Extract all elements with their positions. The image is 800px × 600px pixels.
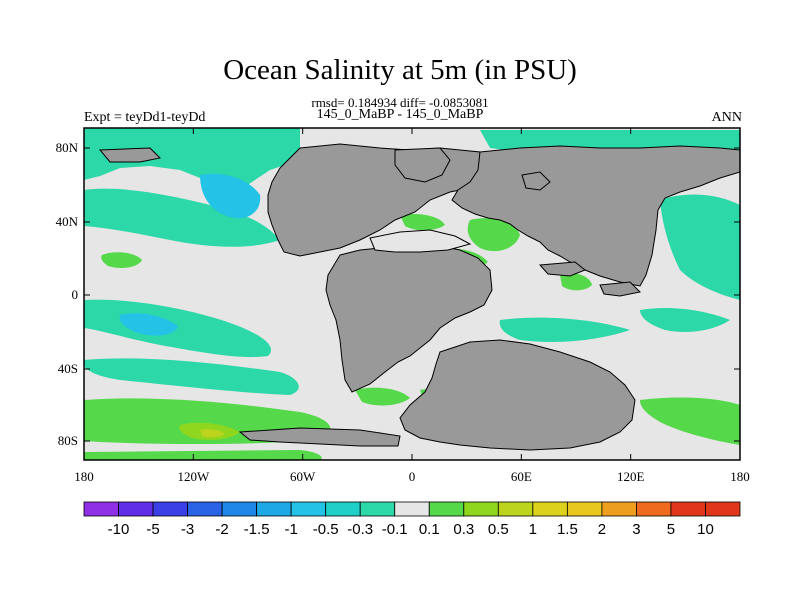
colorbar-label: 2 — [598, 521, 606, 538]
y-tick-label: 40N — [56, 214, 79, 229]
colorbar-swatch — [187, 501, 223, 517]
colorbar-label: -10 — [108, 521, 130, 538]
anomaly-patch — [560, 273, 592, 291]
experiment-label: Expt = teyDd1-teyDd — [84, 110, 206, 125]
colorbar-label: -1.5 — [244, 521, 270, 538]
colorbar-swatch — [463, 501, 499, 517]
anomaly-patch — [84, 188, 280, 247]
anomaly-patch — [640, 308, 730, 332]
season-label: ANN — [711, 110, 742, 125]
colorbar-label: -2 — [215, 521, 228, 538]
colorbar-swatch — [670, 501, 706, 517]
colorbar-swatch — [118, 501, 154, 517]
anomaly-patch — [640, 397, 740, 445]
colorbar-label: -0.1 — [382, 521, 408, 538]
colorbar-swatch — [532, 501, 568, 517]
inland-sea — [369, 229, 472, 253]
colorbar: -10 -5 -3 -2 -1.5 -1 -0.5 -0.3 -0.1 0.1 0.3 0.5 1 1.5… — [83, 501, 741, 538]
land-island — [538, 261, 586, 277]
y-tick-label: 80N — [56, 140, 79, 155]
colorbar-label: -5 — [146, 521, 159, 538]
x-tick-label: 120W — [177, 469, 210, 484]
land-greenland — [394, 147, 451, 183]
x-tick-label: 180 — [74, 469, 94, 484]
x-tick-label: 180 — [730, 469, 750, 484]
figure-title: Ocean Salinity at 5m (in PSU) — [223, 54, 577, 86]
anomaly-patch — [467, 218, 520, 252]
colorbar-swatch — [497, 501, 534, 517]
anomaly-patch — [660, 194, 740, 300]
colorbar-swatch — [428, 501, 465, 517]
map-plot-area — [84, 128, 740, 460]
anomaly-patch — [499, 317, 630, 342]
y-tick-label: 80S — [58, 433, 78, 448]
y-tick-label: 40S — [58, 361, 78, 376]
colorbar-label: -0.3 — [347, 521, 373, 538]
colorbar-label: 1.5 — [557, 521, 578, 538]
land-island — [521, 171, 551, 191]
land-arctic-island — [98, 147, 162, 163]
land-island — [599, 281, 642, 297]
colorbar-swatch — [290, 501, 327, 517]
y-axis: 80N 40N 0 40S 80S — [56, 140, 740, 448]
anomaly-patch — [119, 313, 178, 336]
colorbar-swatch — [152, 501, 188, 517]
colorbar-label: 0.1 — [419, 521, 440, 538]
anomaly-patch — [400, 214, 445, 231]
colorbar-swatch — [359, 501, 396, 517]
colorbar-label: -3 — [181, 521, 194, 538]
land-polar-strip — [238, 427, 401, 447]
colorbar-swatch — [636, 501, 672, 517]
colorbar-label: 5 — [667, 521, 675, 538]
colorbar-swatch — [705, 501, 741, 517]
colorbar-label: -0.5 — [313, 521, 339, 538]
negative-anomaly-regions — [84, 128, 740, 395]
x-tick-label: 120E — [617, 469, 645, 484]
period-line: 145_0_MaBP - 145_0_MaBP — [316, 107, 484, 122]
anomaly-patch — [101, 252, 142, 268]
x-tick-label: 0 — [409, 469, 416, 484]
anomaly-patch — [200, 173, 261, 219]
anomaly-patch — [355, 387, 410, 406]
land-masses — [98, 143, 740, 451]
colorbar-swatch — [566, 501, 603, 517]
colorbar-label: 3 — [632, 521, 640, 538]
x-tick-label: 60W — [290, 469, 316, 484]
stats-line: rmsd= 0.184934 diff= -0.0853081 — [311, 95, 489, 110]
colorbar-label: 10 — [697, 521, 714, 538]
colorbar-label: 0.5 — [488, 521, 509, 538]
colorbar-label: 0.3 — [453, 521, 474, 538]
anomaly-patch — [84, 358, 299, 395]
x-axis: 180 120W 60W 0 60E 120E 180 — [74, 128, 750, 484]
colorbar-swatch — [83, 501, 119, 517]
anomaly-patch — [200, 429, 225, 438]
anomaly-patch — [84, 128, 300, 190]
colorbar-swatch — [256, 501, 292, 517]
colorbar-swatch — [394, 501, 430, 517]
land-antarctica-australia — [399, 339, 636, 451]
y-tick-label: 0 — [72, 287, 79, 302]
colorbar-swatch — [601, 501, 637, 517]
colorbar-label: 1 — [529, 521, 537, 538]
anomaly-patch — [84, 450, 322, 460]
colorbar-label: -1 — [284, 521, 297, 538]
x-tick-label: 60E — [511, 469, 532, 484]
colorbar-swatch — [221, 501, 258, 517]
colorbar-swatch — [325, 501, 361, 517]
